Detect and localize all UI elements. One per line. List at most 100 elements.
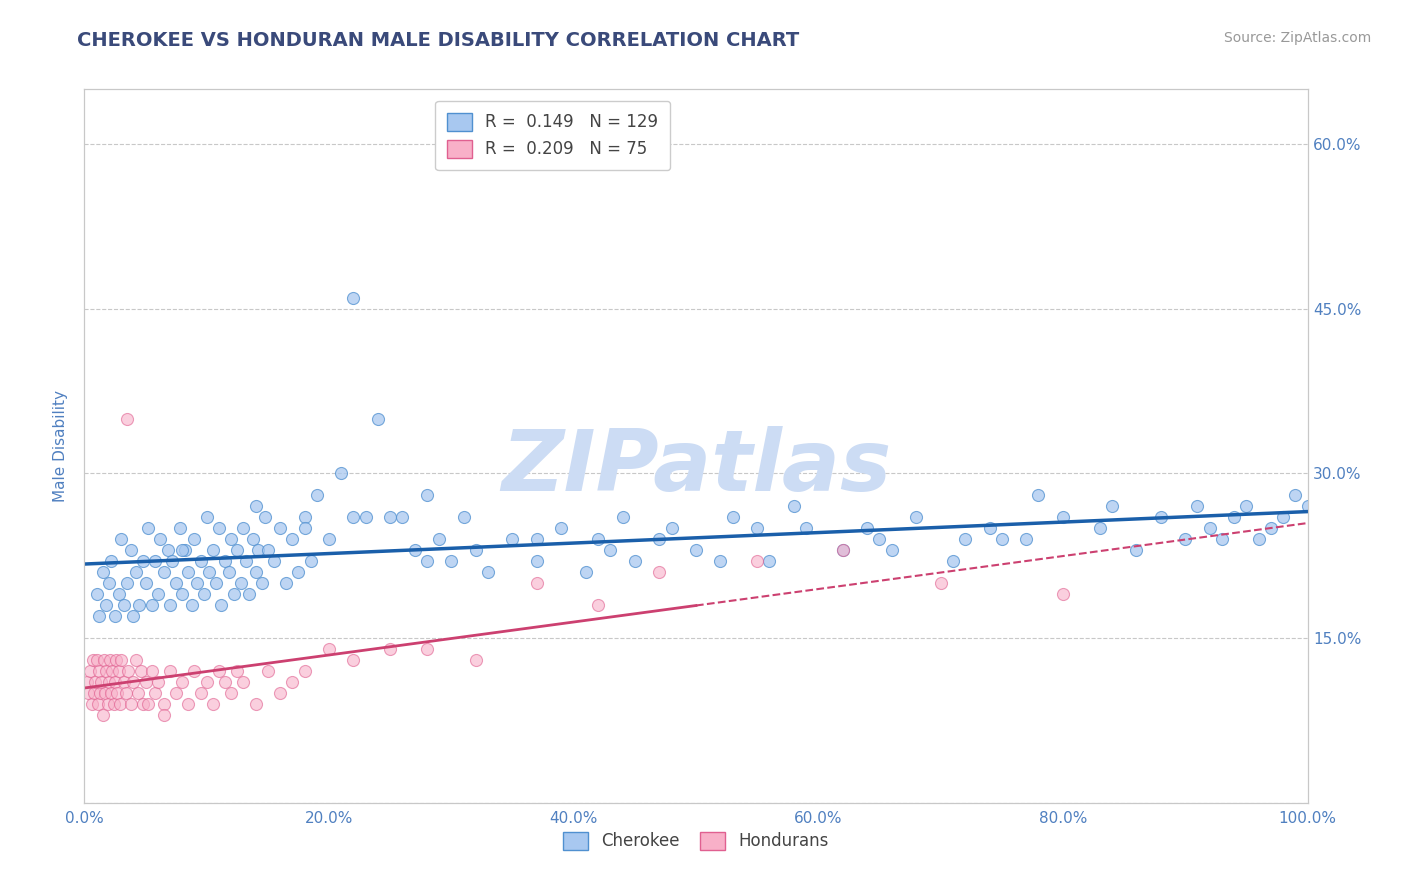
Point	[416, 642, 439, 657]
Point	[238, 587, 260, 601]
Point	[526, 533, 548, 547]
Point	[181, 598, 204, 612]
Point	[195, 675, 218, 690]
Point	[122, 609, 145, 624]
Point	[97, 576, 120, 591]
Point	[169, 521, 191, 535]
Point	[880, 543, 903, 558]
Point	[586, 533, 609, 547]
Point	[318, 533, 340, 547]
Point	[132, 697, 155, 711]
Point	[201, 543, 224, 558]
Point	[245, 566, 267, 580]
Point	[129, 664, 152, 678]
Point	[135, 675, 157, 690]
Point	[1236, 500, 1258, 514]
Point	[380, 642, 402, 657]
Point	[1125, 543, 1147, 558]
Point	[1247, 533, 1270, 547]
Point	[550, 521, 572, 535]
Point	[214, 554, 236, 568]
Point	[294, 510, 316, 524]
Point	[153, 708, 176, 723]
Point	[79, 664, 101, 678]
Point	[96, 664, 118, 678]
Point	[107, 664, 129, 678]
Point	[526, 554, 548, 568]
Point	[141, 598, 163, 612]
Point	[281, 675, 304, 690]
Point	[354, 510, 377, 524]
Point	[115, 576, 138, 591]
Point	[96, 598, 118, 612]
Point	[226, 664, 249, 678]
Point	[263, 554, 285, 568]
Point	[128, 598, 150, 612]
Point	[942, 554, 965, 568]
Point	[86, 587, 108, 601]
Point	[87, 664, 110, 678]
Point	[125, 653, 148, 667]
Point	[105, 653, 128, 667]
Point	[183, 533, 205, 547]
Point	[190, 554, 212, 568]
Point	[165, 686, 187, 700]
Point	[229, 576, 252, 591]
Point	[90, 675, 112, 690]
Point	[648, 566, 671, 580]
Point	[747, 554, 769, 568]
Text: ZIPatlas: ZIPatlas	[501, 425, 891, 509]
Point	[287, 566, 309, 580]
Point	[122, 675, 145, 690]
Point	[186, 576, 208, 591]
Point	[127, 686, 149, 700]
Point	[953, 533, 976, 547]
Point	[97, 675, 120, 690]
Point	[1198, 521, 1220, 535]
Point	[1101, 500, 1123, 514]
Point	[1211, 533, 1233, 547]
Point	[1088, 521, 1111, 535]
Point	[76, 675, 98, 690]
Point	[153, 566, 176, 580]
Point	[342, 653, 364, 667]
Point	[404, 543, 426, 558]
Point	[198, 566, 221, 580]
Y-axis label: Male Disability: Male Disability	[52, 390, 67, 502]
Point	[869, 533, 891, 547]
Point	[709, 554, 731, 568]
Point	[367, 411, 389, 425]
Point	[105, 686, 128, 700]
Point	[108, 697, 131, 711]
Point	[648, 533, 671, 547]
Point	[929, 576, 952, 591]
Point	[1272, 510, 1295, 524]
Point	[586, 598, 609, 612]
Point	[100, 686, 122, 700]
Point	[84, 675, 107, 690]
Point	[173, 543, 195, 558]
Point	[146, 675, 169, 690]
Point	[257, 664, 280, 678]
Point	[269, 686, 291, 700]
Point	[205, 576, 228, 591]
Point	[172, 675, 194, 690]
Point	[143, 554, 166, 568]
Point	[250, 576, 273, 591]
Point	[112, 598, 135, 612]
Point	[117, 664, 139, 678]
Point	[276, 576, 298, 591]
Point	[991, 533, 1014, 547]
Point	[242, 533, 264, 547]
Point	[219, 533, 242, 547]
Point	[83, 686, 105, 700]
Point	[93, 653, 115, 667]
Point	[232, 675, 254, 690]
Point	[115, 411, 138, 425]
Point	[1284, 488, 1306, 502]
Point	[1028, 488, 1050, 502]
Point	[269, 521, 291, 535]
Point	[281, 533, 304, 547]
Point	[91, 708, 114, 723]
Point	[120, 697, 142, 711]
